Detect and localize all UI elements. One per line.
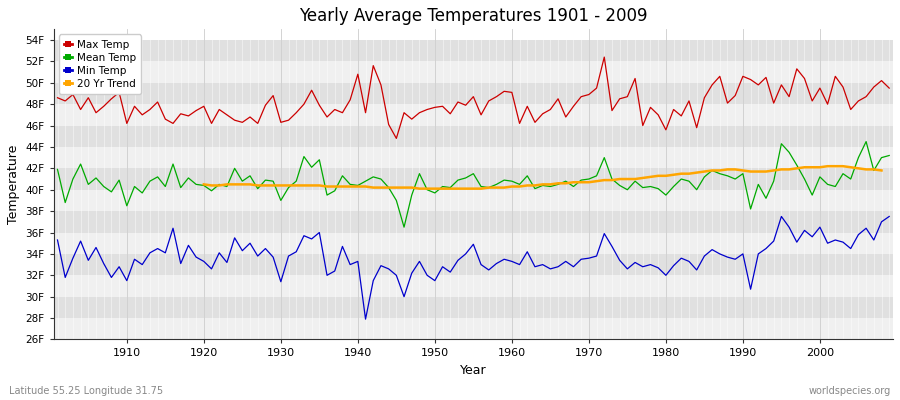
Bar bbox=[54, 83, 893, 104]
Bar bbox=[54, 318, 893, 340]
Y-axis label: Temperature: Temperature bbox=[7, 145, 20, 224]
Text: Latitude 55.25 Longitude 31.75: Latitude 55.25 Longitude 31.75 bbox=[9, 386, 163, 396]
Title: Yearly Average Temperatures 1901 - 2009: Yearly Average Temperatures 1901 - 2009 bbox=[299, 7, 648, 25]
Bar bbox=[54, 232, 893, 254]
Bar bbox=[54, 104, 893, 126]
Bar bbox=[54, 275, 893, 297]
Bar bbox=[54, 61, 893, 83]
Legend: Max Temp, Mean Temp, Min Temp, 20 Yr Trend: Max Temp, Mean Temp, Min Temp, 20 Yr Tre… bbox=[58, 34, 141, 94]
Bar bbox=[54, 211, 893, 232]
Bar bbox=[54, 40, 893, 61]
Bar bbox=[54, 297, 893, 318]
Bar bbox=[54, 190, 893, 211]
Bar bbox=[54, 126, 893, 147]
Bar bbox=[54, 147, 893, 168]
Bar bbox=[54, 168, 893, 190]
X-axis label: Year: Year bbox=[460, 364, 487, 377]
Bar bbox=[54, 254, 893, 275]
Text: worldspecies.org: worldspecies.org bbox=[809, 386, 891, 396]
